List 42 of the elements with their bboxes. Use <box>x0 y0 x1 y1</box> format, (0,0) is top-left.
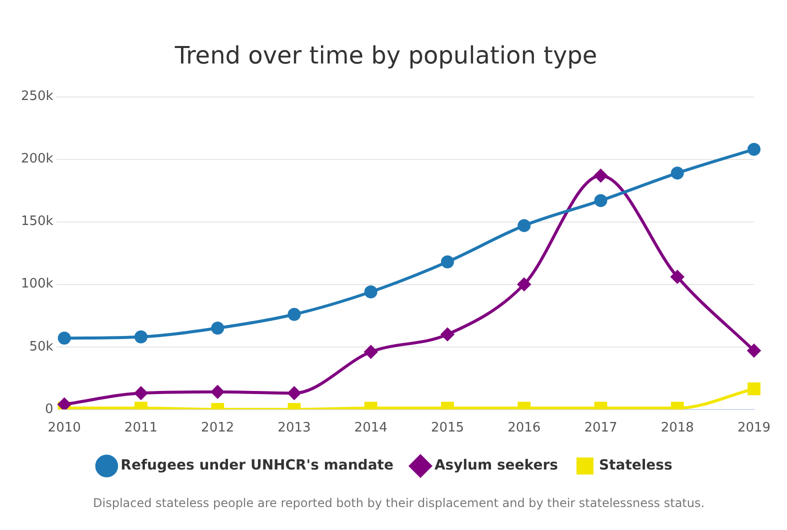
point <box>211 385 224 398</box>
legend-label: Stateless <box>598 458 672 474</box>
point <box>58 332 71 345</box>
x-tick-label: 2016 <box>508 420 541 436</box>
point <box>594 194 608 208</box>
point <box>134 386 148 400</box>
point <box>211 322 224 335</box>
point <box>748 344 760 358</box>
y-tick-label: 0 <box>45 402 54 417</box>
y-tick-label: 100k <box>21 276 54 292</box>
point <box>518 219 531 232</box>
point <box>364 345 378 358</box>
y-tick-label: 200k <box>21 152 54 167</box>
x-tick-label: 2012 <box>201 420 234 436</box>
point <box>134 330 148 344</box>
point <box>440 255 454 268</box>
point <box>288 386 301 400</box>
legend-label: Asylum seekers <box>434 458 558 474</box>
x-tick-label: 2011 <box>124 420 158 436</box>
x-tick-label: 2015 <box>430 420 464 436</box>
point <box>594 169 608 182</box>
legend-label: Refugees under UNHCR's mandate <box>120 458 394 474</box>
x-tick-label: 2018 <box>660 420 694 436</box>
point <box>58 398 71 410</box>
point <box>748 382 760 396</box>
point <box>748 142 760 156</box>
chart-title: Trend over time by population type <box>174 42 598 70</box>
x-tick-label: 2014 <box>354 420 388 436</box>
point <box>518 278 531 291</box>
x-tick-label: 2019 <box>737 420 771 436</box>
y-tick-label: 50k <box>29 339 54 354</box>
point <box>670 270 684 284</box>
point <box>670 166 684 180</box>
x-tick-label: 2013 <box>278 420 311 436</box>
text: Displaced stateless people are reported both by their displacement and by their statelessness status. <box>92 496 706 510</box>
point <box>364 285 378 298</box>
x-tick-label: 2010 <box>48 420 81 436</box>
point <box>440 328 454 341</box>
x-tick-label: 2017 <box>584 420 618 436</box>
y-tick-label: 250k <box>21 89 54 104</box>
point <box>288 308 301 321</box>
y-tick-label: 150k <box>21 214 54 230</box>
